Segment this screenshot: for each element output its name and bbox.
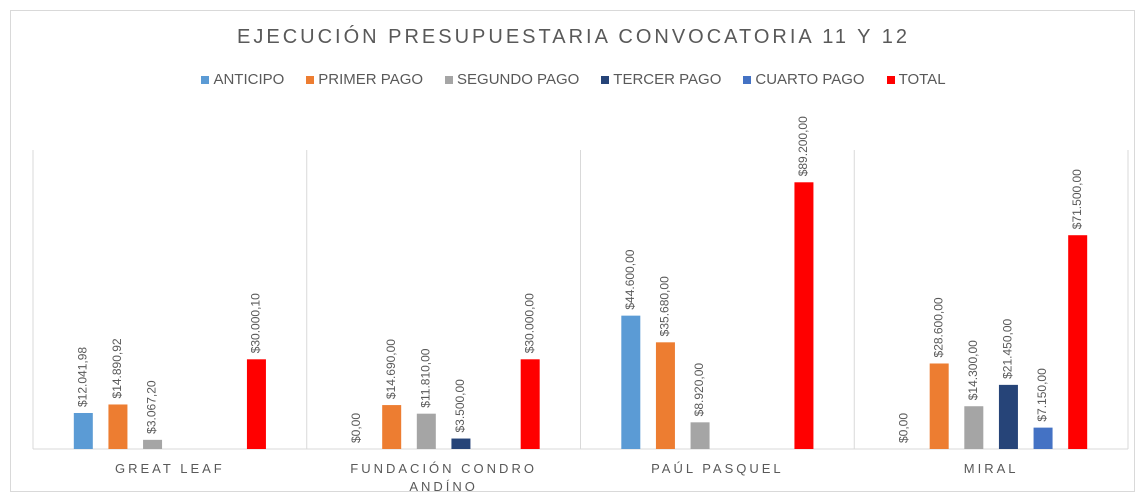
- legend: ANTICIPO PRIMER PAGO SEGUNDO PAGO TERCER PA…: [0, 71, 1147, 88]
- legend-item: ANTICIPO: [201, 71, 284, 88]
- legend-swatch: [886, 75, 895, 84]
- chart-border: [10, 10, 1135, 492]
- value-label: $3.067,20: [145, 380, 159, 434]
- bar: [964, 406, 984, 449]
- value-label: $14.890,92: [110, 338, 124, 398]
- legend-item: SEGUNDO PAGO: [445, 71, 579, 88]
- value-label: $3.500,00: [453, 379, 467, 433]
- bar: [246, 359, 266, 449]
- legend-swatch: [601, 75, 610, 84]
- value-label: $11.810,00: [418, 348, 432, 407]
- x-tick-label: GREAT LEAF: [115, 461, 225, 476]
- legend-label: TERCER PAGO: [613, 71, 722, 88]
- value-label: $8.920,00: [692, 363, 706, 417]
- bar: [794, 182, 814, 450]
- legend-item: CUARTO PAGO: [743, 71, 865, 88]
- value-label: $0,00: [349, 413, 363, 443]
- value-label: $71.500,00: [1070, 169, 1084, 229]
- value-label: $14.690,00: [384, 339, 398, 399]
- bar: [108, 404, 128, 449]
- legend-label: PRIMER PAGO: [318, 71, 424, 88]
- legend-swatch: [743, 75, 752, 84]
- value-label: $14.300,00: [966, 340, 980, 400]
- bar: [998, 384, 1018, 449]
- bar: [73, 412, 93, 449]
- bar: [929, 363, 949, 449]
- legend-item: TOTAL: [886, 71, 946, 88]
- bar: [451, 438, 471, 449]
- bar: [143, 439, 163, 449]
- value-label: $0,00: [897, 413, 911, 443]
- bar: [520, 359, 540, 449]
- value-label: $35.680,00: [658, 276, 672, 336]
- bar: [416, 413, 436, 449]
- bar: [382, 405, 402, 449]
- bar: [621, 315, 641, 449]
- legend-swatch: [306, 75, 315, 84]
- chart-title: EJECUCIÓN PRESUPUESTARIA CONVOCATORIA 11…: [237, 26, 910, 48]
- legend-label: TOTAL: [898, 71, 946, 88]
- legend-label: SEGUNDO PAGO: [457, 71, 580, 88]
- value-label: $7.150,00: [1035, 368, 1049, 422]
- value-label: $44.600,00: [623, 249, 637, 309]
- value-label: $30.000,00: [522, 293, 536, 353]
- bar: [1033, 427, 1053, 449]
- bar: [655, 342, 675, 449]
- legend-item: PRIMER PAGO: [306, 71, 423, 88]
- legend-item: TERCER PAGO: [601, 71, 721, 88]
- bar: [690, 422, 710, 449]
- x-tick-label: MIRAL: [963, 461, 1019, 476]
- value-label: $28.600,00: [931, 297, 945, 357]
- legend-label: ANTICIPO: [213, 71, 285, 88]
- legend-label: CUARTO PAGO: [755, 71, 865, 88]
- value-label: $30.000,10: [249, 293, 263, 353]
- legend-swatch: [201, 75, 210, 84]
- value-label: $89.200,00: [796, 116, 810, 176]
- legend-swatch: [445, 75, 454, 84]
- value-label: $12.041,98: [75, 347, 89, 407]
- x-tick-label: FUNDACIÓN CONDRO ANDÍNO: [350, 461, 537, 494]
- bar: [1068, 235, 1088, 449]
- x-tick-label: PAÚL PASQUEL: [651, 461, 784, 476]
- value-label: $21.450,00: [1001, 318, 1015, 378]
